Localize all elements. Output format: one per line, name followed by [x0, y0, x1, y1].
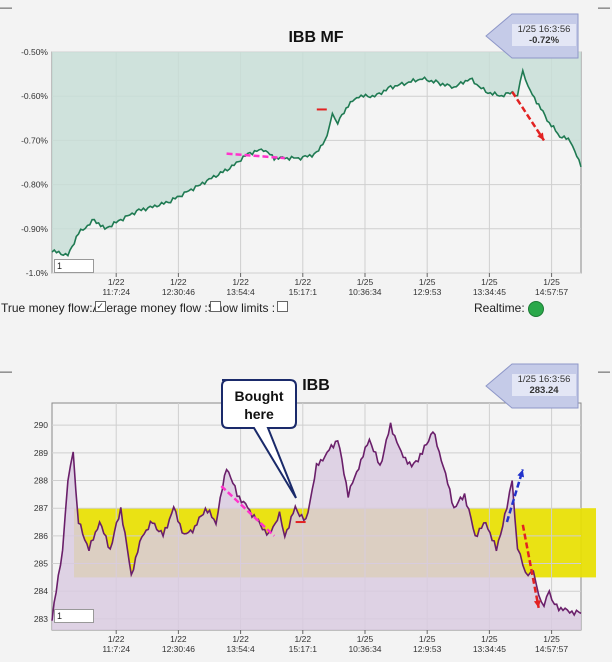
y-tick-label: 286 [34, 531, 48, 541]
badge-inner [512, 24, 576, 46]
x-tick-label-time: 14:57:57 [535, 644, 568, 654]
x-tick-label-date: 1/25 [481, 277, 498, 287]
x-tick-label-time: 13:34:45 [473, 644, 506, 654]
x-tick-label-date: 1/22 [108, 277, 125, 287]
y-tick-label: 287 [34, 503, 48, 513]
x-tick-label-time: 11:7:24 [102, 287, 130, 297]
x-tick-label-date: 1/25 [543, 277, 560, 287]
y-tick-label: -0.70% [21, 135, 48, 145]
true-money-flow-checkbox[interactable]: ✓ [94, 301, 106, 312]
x-tick-label-date: 1/25 [481, 634, 498, 644]
chart-controls: True money flow: ✓ Average money flow : Sho… [0, 301, 612, 319]
badge-value: 283.24 [529, 385, 559, 396]
callout-text-line2: here [244, 406, 274, 422]
x-tick-label-date: 1/25 [357, 277, 374, 287]
y-tick-label: 288 [34, 476, 48, 486]
badge-value: -0.72% [529, 35, 560, 46]
x-tick-label-time: 10:36:34 [348, 644, 381, 654]
value-badge: 1/25 16:3:56-0.72% [485, 13, 579, 59]
show-limits-label: Show limits : [207, 301, 276, 315]
bottom-right-dash: — [598, 364, 610, 378]
badge-time: 1/25 16:3:56 [518, 24, 571, 35]
annotation-red-arrow-head [537, 132, 544, 141]
annotation-pink-dashed-line [226, 152, 285, 160]
badge-time: 1/25 16:3:56 [518, 374, 571, 385]
x-tick-label-date: 1/22 [170, 634, 187, 644]
true-money-flow-label: True money flow: [1, 301, 93, 315]
bottom-period-input[interactable]: 1 [54, 609, 94, 623]
x-tick-label-time: 11:7:24 [102, 644, 130, 654]
x-tick-label-time: 12:9:53 [413, 287, 442, 297]
x-tick-label-date: 1/22 [232, 634, 249, 644]
x-tick-label-time: 12:30:46 [162, 287, 195, 297]
x-tick-label-date: 1/22 [232, 277, 249, 287]
x-tick-label-date: 1/22 [170, 277, 187, 287]
x-tick-label-time: 15:17:1 [289, 644, 318, 654]
annotation-blue-arrow-head [517, 469, 525, 478]
x-tick-label-time: 13:34:45 [473, 287, 506, 297]
y-tick-label: -1.0% [26, 268, 49, 278]
x-tick-label-time: 13:54:4 [226, 644, 255, 654]
bought-here-callout: Bought here [221, 379, 297, 499]
x-tick-label-time: 13:54:4 [226, 287, 255, 297]
bottom-left-dash: — [0, 364, 12, 378]
annotation-red-arrow-shaft [511, 91, 546, 142]
series-line [51, 67, 582, 257]
callout-shape [221, 379, 297, 499]
x-tick-label-time: 12:9:53 [413, 644, 442, 654]
top-left-dash: — [0, 0, 12, 14]
y-tick-label: -0.60% [21, 91, 48, 101]
average-money-flow-checkbox[interactable] [209, 301, 221, 312]
top-period-input[interactable]: 1 [54, 259, 94, 273]
x-tick-label-date: 1/25 [419, 277, 436, 287]
y-tick-label: 290 [34, 420, 48, 430]
x-tick-label-time: 10:36:34 [348, 287, 381, 297]
average-money-flow-label: Average money flow : [92, 301, 208, 315]
x-tick-label-date: 1/22 [108, 634, 125, 644]
x-tick-label-time: 15:17:1 [289, 287, 318, 297]
annotation-pink-dashed-line [220, 485, 276, 537]
y-tick-label: 284 [34, 586, 48, 596]
chart-title: IBB [302, 377, 330, 394]
y-tick-label: -0.90% [21, 224, 48, 234]
y-tick-label: 289 [34, 448, 48, 458]
y-tick-label: 283 [34, 614, 48, 624]
realtime-indicator-icon[interactable] [527, 301, 544, 317]
y-tick-label: -0.50% [21, 47, 48, 57]
x-tick-label-time: 14:57:57 [535, 287, 568, 297]
money-flow-chart: IBB MF -0.50% -0.60% -0.70% -0.80% -0.90% -1.0… [21, 13, 582, 297]
y-tick-label: 285 [34, 559, 48, 569]
x-tick-label-date: 1/22 [295, 634, 312, 644]
x-tick-label-date: 1/25 [357, 634, 374, 644]
annotation-blue-arrow-shaft [505, 469, 525, 523]
x-tick-label-date: 1/22 [295, 277, 312, 287]
series-line [51, 422, 582, 621]
badge-inner [512, 374, 576, 396]
annotation-red-arrow-head [533, 600, 541, 608]
y-tick-label: -0.80% [21, 180, 48, 190]
realtime-label: Realtime: [474, 301, 525, 315]
callout-text-line1: Bought [235, 388, 284, 404]
chart-title: IBB MF [288, 29, 343, 46]
price-chart: IBB2902892882872862852842831/2211:7:241/… [34, 363, 596, 654]
series-area [52, 422, 581, 630]
x-tick-label-date: 1/25 [419, 634, 436, 644]
show-limits-checkbox[interactable] [277, 301, 289, 312]
annotation-red-arrow-shaft [521, 524, 540, 609]
series-area [52, 52, 581, 256]
top-right-dash: — [598, 0, 610, 14]
x-tick-label-date: 1/25 [543, 634, 560, 644]
x-tick-label-time: 12:30:46 [162, 644, 195, 654]
